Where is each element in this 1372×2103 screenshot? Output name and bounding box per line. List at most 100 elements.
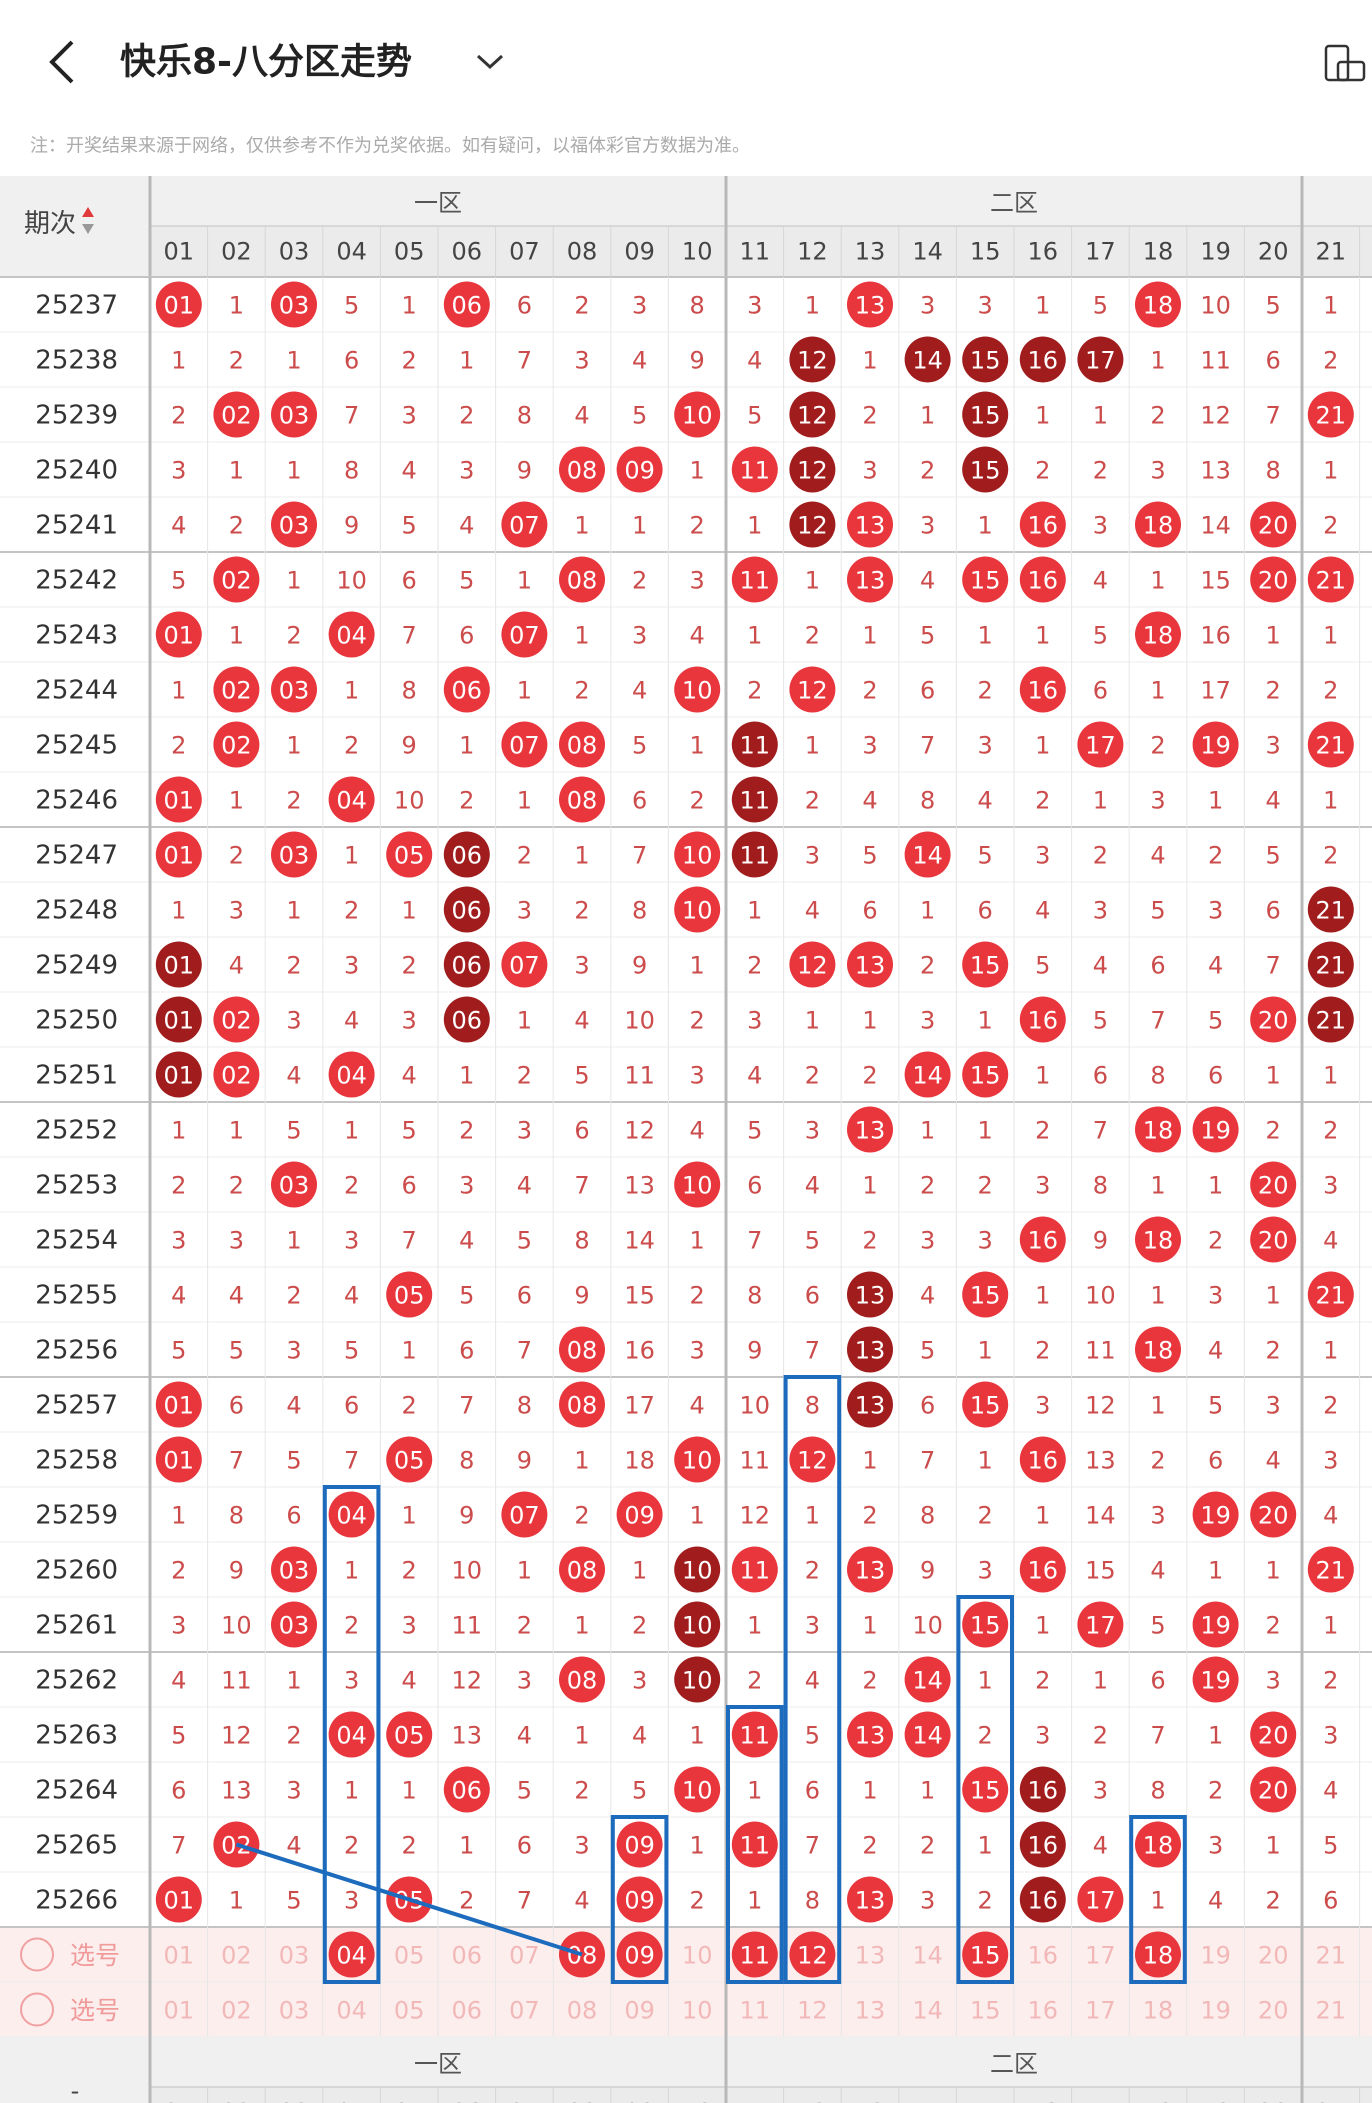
column-number: 05 [394,238,425,266]
miss-count: 8 [344,457,359,485]
hit-number: 01 [164,1062,195,1090]
miss-count: 4 [632,1722,647,1750]
select-toggle[interactable] [20,1937,54,1972]
miss-count: 17 [1200,677,1231,705]
miss-count: 2 [402,1392,417,1420]
miss-count: 2 [978,677,993,705]
select-number: 15 [970,1997,1001,2025]
hit-number: 10 [682,1447,713,1475]
page-title[interactable]: 快乐8-八分区走势 [120,42,412,83]
hit-ball [1019,1436,1066,1483]
miss-count: 10 [394,787,425,815]
miss-count: 1 [344,1777,359,1805]
hit-number: 01 [164,1447,195,1475]
miss-count: 5 [1093,622,1108,650]
miss-count: 1 [1208,787,1223,815]
select-number: 02 [221,1997,252,2025]
hit-number: 19 [1200,1117,1231,1145]
miss-count: 1 [517,567,532,595]
hit-ball [1019,1216,1066,1263]
column-number: 04 [336,238,367,266]
miss-count: 12 [452,1667,483,1695]
select-number: 05 [394,1942,425,1970]
miss-count: 3 [1093,1777,1108,1805]
hit-ball [674,1436,721,1483]
hit-number: 13 [855,1557,886,1585]
miss-count: 1 [1208,1557,1223,1585]
period: 25254 [35,1226,118,1256]
miss-count: 4 [402,1062,417,1090]
miss-count: 2 [344,1612,359,1640]
hit-number: 01 [164,622,195,650]
miss-count: 1 [862,1612,877,1640]
miss-count: 2 [862,1667,877,1695]
hit-number: 10 [682,842,713,870]
miss-count: 2 [690,787,705,815]
hit-number: 15 [970,457,1001,485]
miss-count: 3 [920,1887,935,1915]
hit-ball [155,776,202,823]
miss-count: 1 [690,1832,705,1860]
select-toggle[interactable] [20,1992,54,2027]
miss-count: 6 [805,1282,820,1310]
miss-count: 1 [805,732,820,760]
hit-ball [904,1711,951,1758]
miss-count: 3 [920,292,935,320]
miss-count: 6 [344,347,359,375]
column-number: 11 [740,2099,771,2103]
miss-count: 8 [1266,457,1281,485]
hit-number: 15 [970,952,1001,980]
title-dropdown[interactable] [476,54,504,70]
miss-count: 3 [574,952,589,980]
miss-count: 6 [805,1777,820,1805]
miss-count: 1 [805,1502,820,1530]
hit-ball [1135,281,1181,328]
miss-count: 15 [624,1282,655,1310]
hit-number: 09 [624,1832,655,1860]
hit-number: 11 [740,457,771,485]
select-number: 21 [1316,1942,1347,1970]
hit-number: 16 [1028,1887,1059,1915]
miss-count: 3 [920,1227,935,1255]
hit-number: 03 [279,677,310,705]
miss-count: 6 [344,1392,359,1420]
miss-count: 6 [459,1337,474,1365]
miss-count: 5 [1093,292,1108,320]
select-number: 16 [1028,1942,1059,1970]
hit-ball [1250,1216,1297,1263]
hit-ball [328,1931,375,1978]
hit-number: 15 [970,1062,1001,1090]
miss-count: 8 [920,1502,935,1530]
miss-count: 2 [920,457,935,485]
miss-count: 6 [1150,1667,1165,1695]
miss-count: 4 [459,512,474,540]
miss-count: 2 [1093,842,1108,870]
select-number: 20 [1258,1997,1289,2025]
period: 25248 [35,896,118,926]
hit-ball [559,1546,605,1593]
period: 25264 [35,1776,118,1806]
miss-count: 4 [229,1282,244,1310]
column-number: 18 [1143,238,1174,266]
hit-ball [328,776,375,823]
miss-count: 4 [286,1062,301,1090]
back-button[interactable] [49,40,74,84]
rotate-icon[interactable] [1324,44,1366,82]
hit-number: 11 [740,1722,771,1750]
hit-ball [962,1766,1009,1813]
miss-count: 4 [978,787,993,815]
miss-count: 3 [1035,1172,1050,1200]
hit-number: 03 [279,402,310,430]
select-number: 14 [912,1997,943,2025]
hit-number: 05 [394,1722,425,1750]
miss-count: 2 [805,787,820,815]
hit-number: 16 [1028,1832,1059,1860]
hit-ball [1307,1271,1354,1318]
miss-count: 9 [517,1447,532,1475]
hit-number: 06 [452,677,483,705]
miss-count: 1 [171,897,186,925]
miss-count: 4 [1266,1447,1281,1475]
miss-count: 2 [1208,842,1223,870]
hit-number: 08 [567,1942,598,1970]
hit-number: 15 [970,1282,1001,1310]
